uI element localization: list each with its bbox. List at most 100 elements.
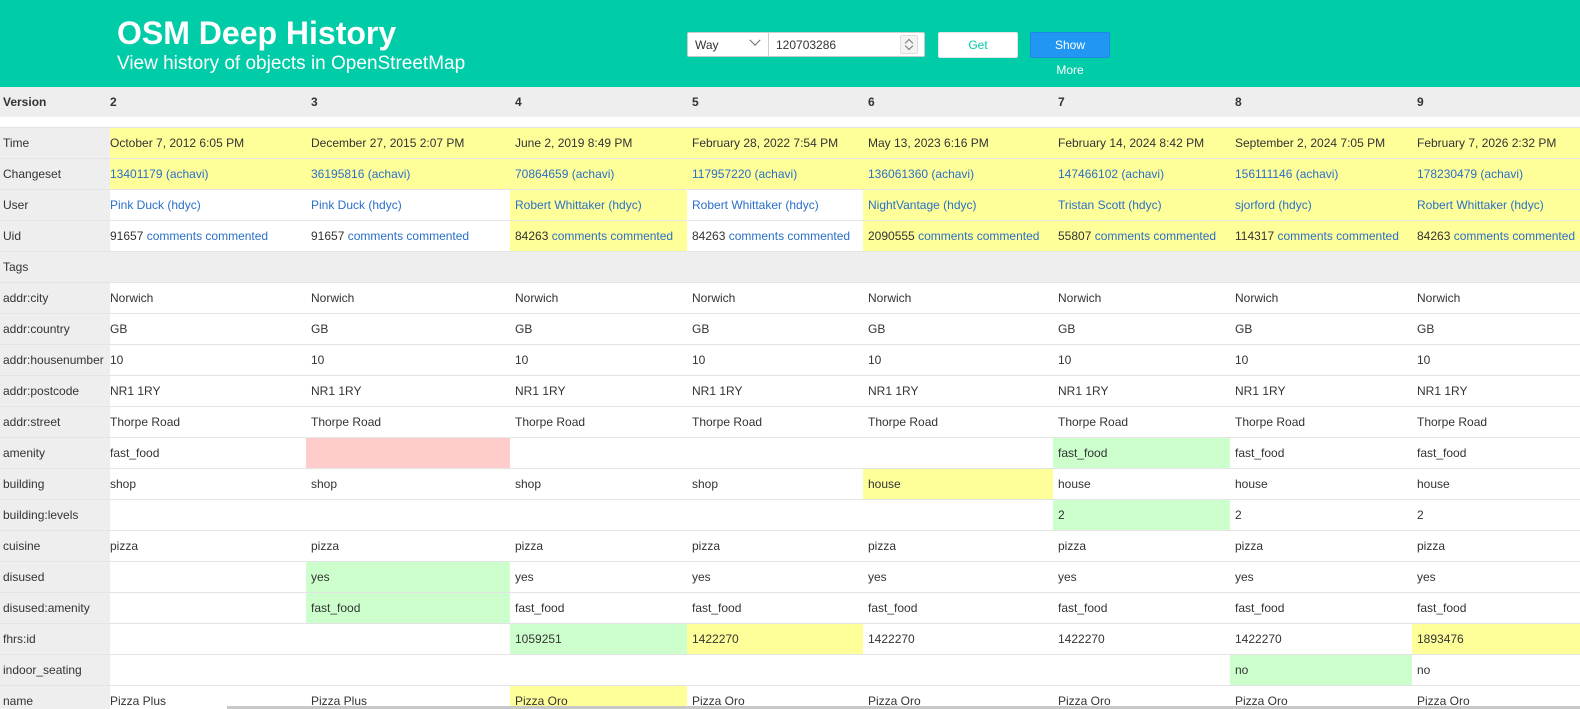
horizontal-scrollbar[interactable] [227,706,1580,709]
tag-value: yes [1235,570,1254,584]
version-number: 6 [868,95,875,109]
tag-key: building [0,469,110,499]
comments-link[interactable]: comments commented [551,229,674,243]
changeset-link[interactable]: 117957220 (achavi) [692,167,798,181]
comments-link[interactable]: comments commented [1277,229,1399,243]
tag-value: Thorpe Road [110,415,181,429]
time-value: October 7, 2012 6:05 PM [110,128,306,158]
user-link[interactable]: NightVantage (hdyc) [868,198,977,212]
changeset-link[interactable]: 13401179 (achavi) [110,167,209,181]
page-title: OSM Deep History [117,15,397,51]
tag-row: disused:amenity fast_food fast_food fast_fo… [0,593,1580,624]
tag-value: no [1230,655,1412,685]
tag-value [306,500,510,530]
user-link[interactable]: Tristan Scott (hdyc) [1058,198,1162,212]
tag-value [510,438,687,468]
user-link[interactable]: Robert Whittaker (hdyc) [515,198,642,212]
uid-cell: 84263 comments commented [510,221,687,251]
tag-value: pizza [110,539,139,553]
tag-value: Thorpe Road [692,415,763,429]
page-subtitle: View history of objects in OpenStreetMap [117,53,466,74]
tag-row: addr:city Norwich Norwich Norwich Norwich Nor… [0,283,1580,314]
tag-value: yes [515,570,534,584]
tag-value: 1059251 [510,624,687,654]
tag-key: addr:country [0,314,110,344]
user-label: User [0,190,110,220]
user-link[interactable]: Pink Duck (hdyc) [110,198,201,212]
changeset-link[interactable]: 147466102 (achavi) [1058,167,1165,181]
comments-link[interactable]: comments commented [1094,229,1217,243]
tag-value: Thorpe Road [868,415,939,429]
user-link[interactable]: sjorford (hdyc) [1235,198,1312,212]
tag-value: fast_food [868,601,918,615]
uid-cell: 91657 comments commented [110,221,306,251]
changeset-label: Changeset [0,159,110,189]
tag-value: pizza [1058,539,1087,553]
get-history-button[interactable]: Get History [938,32,1018,77]
uid-cell: 55807 comments commented [1053,221,1230,251]
user-link[interactable]: Robert Whittaker (hdyc) [692,198,819,212]
version-label: Version [0,87,110,117]
tag-value: Pizza Oro [1235,694,1288,708]
time-label: Time [0,128,110,158]
tag-value: Norwich [1058,291,1102,305]
tag-value: GB [1235,322,1253,336]
version-number: 5 [692,95,699,109]
changeset-link[interactable]: 178230479 (achavi) [1417,167,1524,181]
tag-value [863,438,1053,468]
user-link[interactable]: Pink Duck (hdyc) [311,198,402,212]
changeset-link[interactable]: 156111146 (achavi) [1235,167,1339,181]
tag-value [110,562,306,592]
changeset-cell: 13401179 (achavi) [110,159,306,189]
time-value: May 13, 2023 6:16 PM [863,128,1053,158]
tag-value: NR1 1RY [868,384,919,398]
object-type-select[interactable]: Way [687,32,769,57]
comments-link[interactable]: comments commented [728,229,851,243]
tag-value: fast_food [1235,601,1285,615]
tag-value: yes [1058,570,1077,584]
comments-link[interactable]: comments commented [1453,229,1576,243]
uid-row: Uid 91657 comments commented 91657 comment… [0,221,1580,252]
version-row: Version 2 3 4 5 6 7 8 9 [0,87,1580,117]
id-stepper[interactable] [900,35,918,54]
uid-value: 91657 [311,229,345,243]
tag-value: fast_food [515,601,565,615]
tag-value: NR1 1RY [1058,384,1109,398]
changeset-link[interactable]: 36195816 (achavi) [311,167,411,181]
chevron-down-icon [749,34,761,46]
tag-value: 10 [311,353,325,367]
show-more-button[interactable]: Show More [1030,32,1110,77]
user-cell: Tristan Scott (hdyc) [1053,190,1230,220]
user-link[interactable]: Robert Whittaker (hdyc) [1417,198,1544,212]
tag-value: pizza [692,539,721,553]
tag-value: Thorpe Road [515,415,586,429]
user-cell: Pink Duck (hdyc) [306,190,510,220]
comments-link[interactable]: comments commented [918,229,1040,243]
uid-value: 114317 [1235,229,1275,243]
tag-value: 10 [692,353,706,367]
tag-value: Thorpe Road [1235,415,1306,429]
tag-value: fast_food [1417,446,1467,460]
comments-link[interactable]: comments commented [146,229,269,243]
object-id-input[interactable]: 120703286 [768,32,925,57]
tag-value: 10 [515,353,529,367]
comments-link[interactable]: comments commented [347,229,470,243]
tag-value [687,655,863,685]
tag-value: Norwich [515,291,559,305]
tag-value [510,500,687,530]
tag-value [863,655,1053,685]
changeset-link[interactable]: 70864659 (achavi) [515,167,615,181]
time-value: February 7, 2026 2:32 PM [1412,128,1580,158]
tag-value: yes [868,570,887,584]
tag-value: 2 [1417,508,1424,522]
uid-cell: 84263 comments commented [687,221,863,251]
tag-value [306,624,510,654]
tag-row: disused yes yes yes yes yes yes yes [0,562,1580,593]
tag-row: addr:country GB GB GB GB GB GB GB GB [0,314,1580,345]
user-cell: Robert Whittaker (hdyc) [510,190,687,220]
changeset-cell: 36195816 (achavi) [306,159,510,189]
changeset-link[interactable]: 136061360 (achavi) [868,167,975,181]
changeset-cell: 147466102 (achavi) [1053,159,1230,189]
tag-value: Norwich [868,291,912,305]
uid-cell: 84263 comments commented [1412,221,1580,251]
